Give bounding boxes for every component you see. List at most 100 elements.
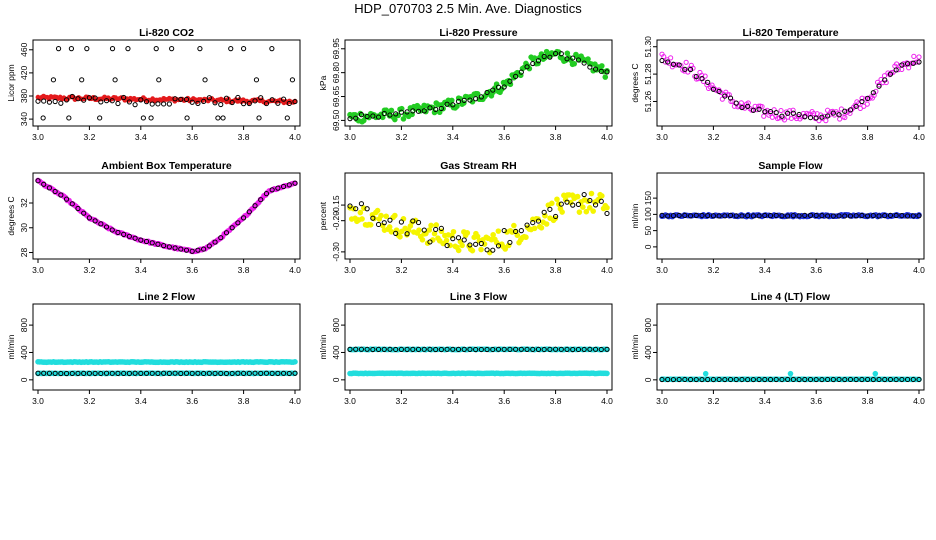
data-point [172, 245, 178, 251]
data-point [495, 84, 502, 90]
data-point [787, 370, 794, 377]
data-point [92, 218, 98, 224]
data-point [79, 77, 85, 83]
data-point [50, 77, 57, 83]
data-point [121, 94, 127, 101]
x-tick-label: 3.8 [550, 396, 562, 406]
data-point [258, 370, 264, 376]
data-point [705, 212, 711, 219]
data-point [143, 370, 150, 376]
data-point [103, 98, 110, 104]
data-point [55, 46, 62, 52]
data-point [523, 234, 529, 241]
data-point [710, 213, 717, 219]
data-point [836, 376, 842, 383]
data-point [364, 346, 370, 352]
data-point [580, 204, 586, 210]
y-tick-label: -0.20 [331, 211, 341, 231]
data-point [138, 97, 144, 103]
data-point [790, 376, 796, 383]
data-point [387, 346, 393, 352]
y-axis-label: degrees C [6, 196, 16, 235]
y-axis-label: percent [318, 201, 328, 230]
y-tick-label: 50 [643, 226, 653, 236]
data-point [98, 370, 104, 377]
data-point [459, 242, 465, 249]
data-point [583, 208, 590, 215]
x-tick-label: 3.2 [83, 132, 95, 142]
x-tick-label: 3.4 [135, 265, 147, 275]
data-point [115, 229, 121, 236]
data-point [682, 66, 688, 72]
y-axis-label: ml/min [6, 334, 16, 359]
data-point [830, 376, 836, 383]
data-point [433, 346, 439, 353]
panel-title: Line 2 Flow [138, 291, 196, 303]
data-point [807, 212, 814, 218]
data-point [387, 112, 393, 118]
data-point [149, 370, 155, 376]
data-point [473, 346, 479, 353]
data-point [404, 231, 410, 237]
data-point [779, 113, 785, 119]
data-point [524, 64, 530, 70]
data-point [676, 62, 682, 68]
data-point [252, 203, 258, 209]
data-point [467, 242, 473, 248]
data-point [289, 77, 296, 83]
x-tick-label: 3.8 [550, 265, 562, 275]
data-point [807, 114, 814, 121]
data-point [693, 74, 699, 80]
y-tick-label: 420 [19, 66, 29, 80]
data-point [755, 103, 762, 109]
data-point [383, 213, 390, 220]
data-point [511, 222, 517, 229]
y-tick-label: 69.65 [331, 86, 341, 108]
data-point [727, 212, 734, 218]
data-point [819, 213, 825, 219]
y-tick-label: 28 [19, 248, 29, 258]
data-point [547, 206, 553, 212]
data-point [592, 202, 599, 208]
y-tick-label: 100 [643, 207, 653, 221]
x-tick-label: 3.0 [344, 265, 356, 275]
data-point [438, 105, 444, 112]
data-point [773, 212, 779, 219]
data-point [830, 213, 836, 219]
data-point [486, 249, 493, 256]
data-point [484, 89, 490, 96]
data-point [513, 228, 519, 235]
data-point [673, 62, 679, 68]
y-tick-label: -0.30 [331, 242, 341, 262]
data-point [166, 244, 172, 250]
data-point [750, 213, 756, 219]
data-point [138, 237, 144, 243]
data-point [347, 203, 353, 209]
data-point [693, 212, 699, 219]
data-point [474, 91, 481, 97]
plot-frame [656, 172, 925, 260]
data-point [263, 370, 270, 376]
data-point [702, 370, 709, 377]
data-point [722, 213, 728, 219]
data-point [796, 376, 802, 383]
data-point [490, 247, 496, 253]
data-point [109, 370, 115, 376]
x-tick-label: 4.0 [913, 396, 925, 406]
data-point [513, 346, 519, 352]
x-tick-label: 4.0 [289, 265, 301, 275]
data-point [665, 59, 671, 65]
data-point [183, 96, 190, 103]
data-point [421, 227, 427, 233]
data-point [292, 180, 298, 186]
data-point [92, 95, 98, 101]
data-point [461, 97, 467, 103]
data-point [733, 100, 739, 106]
data-point [195, 100, 201, 106]
data-point [450, 228, 457, 235]
data-point [69, 201, 75, 207]
data-point [773, 110, 779, 116]
data-point [659, 376, 665, 383]
data-point [473, 96, 479, 102]
data-point [86, 215, 93, 221]
